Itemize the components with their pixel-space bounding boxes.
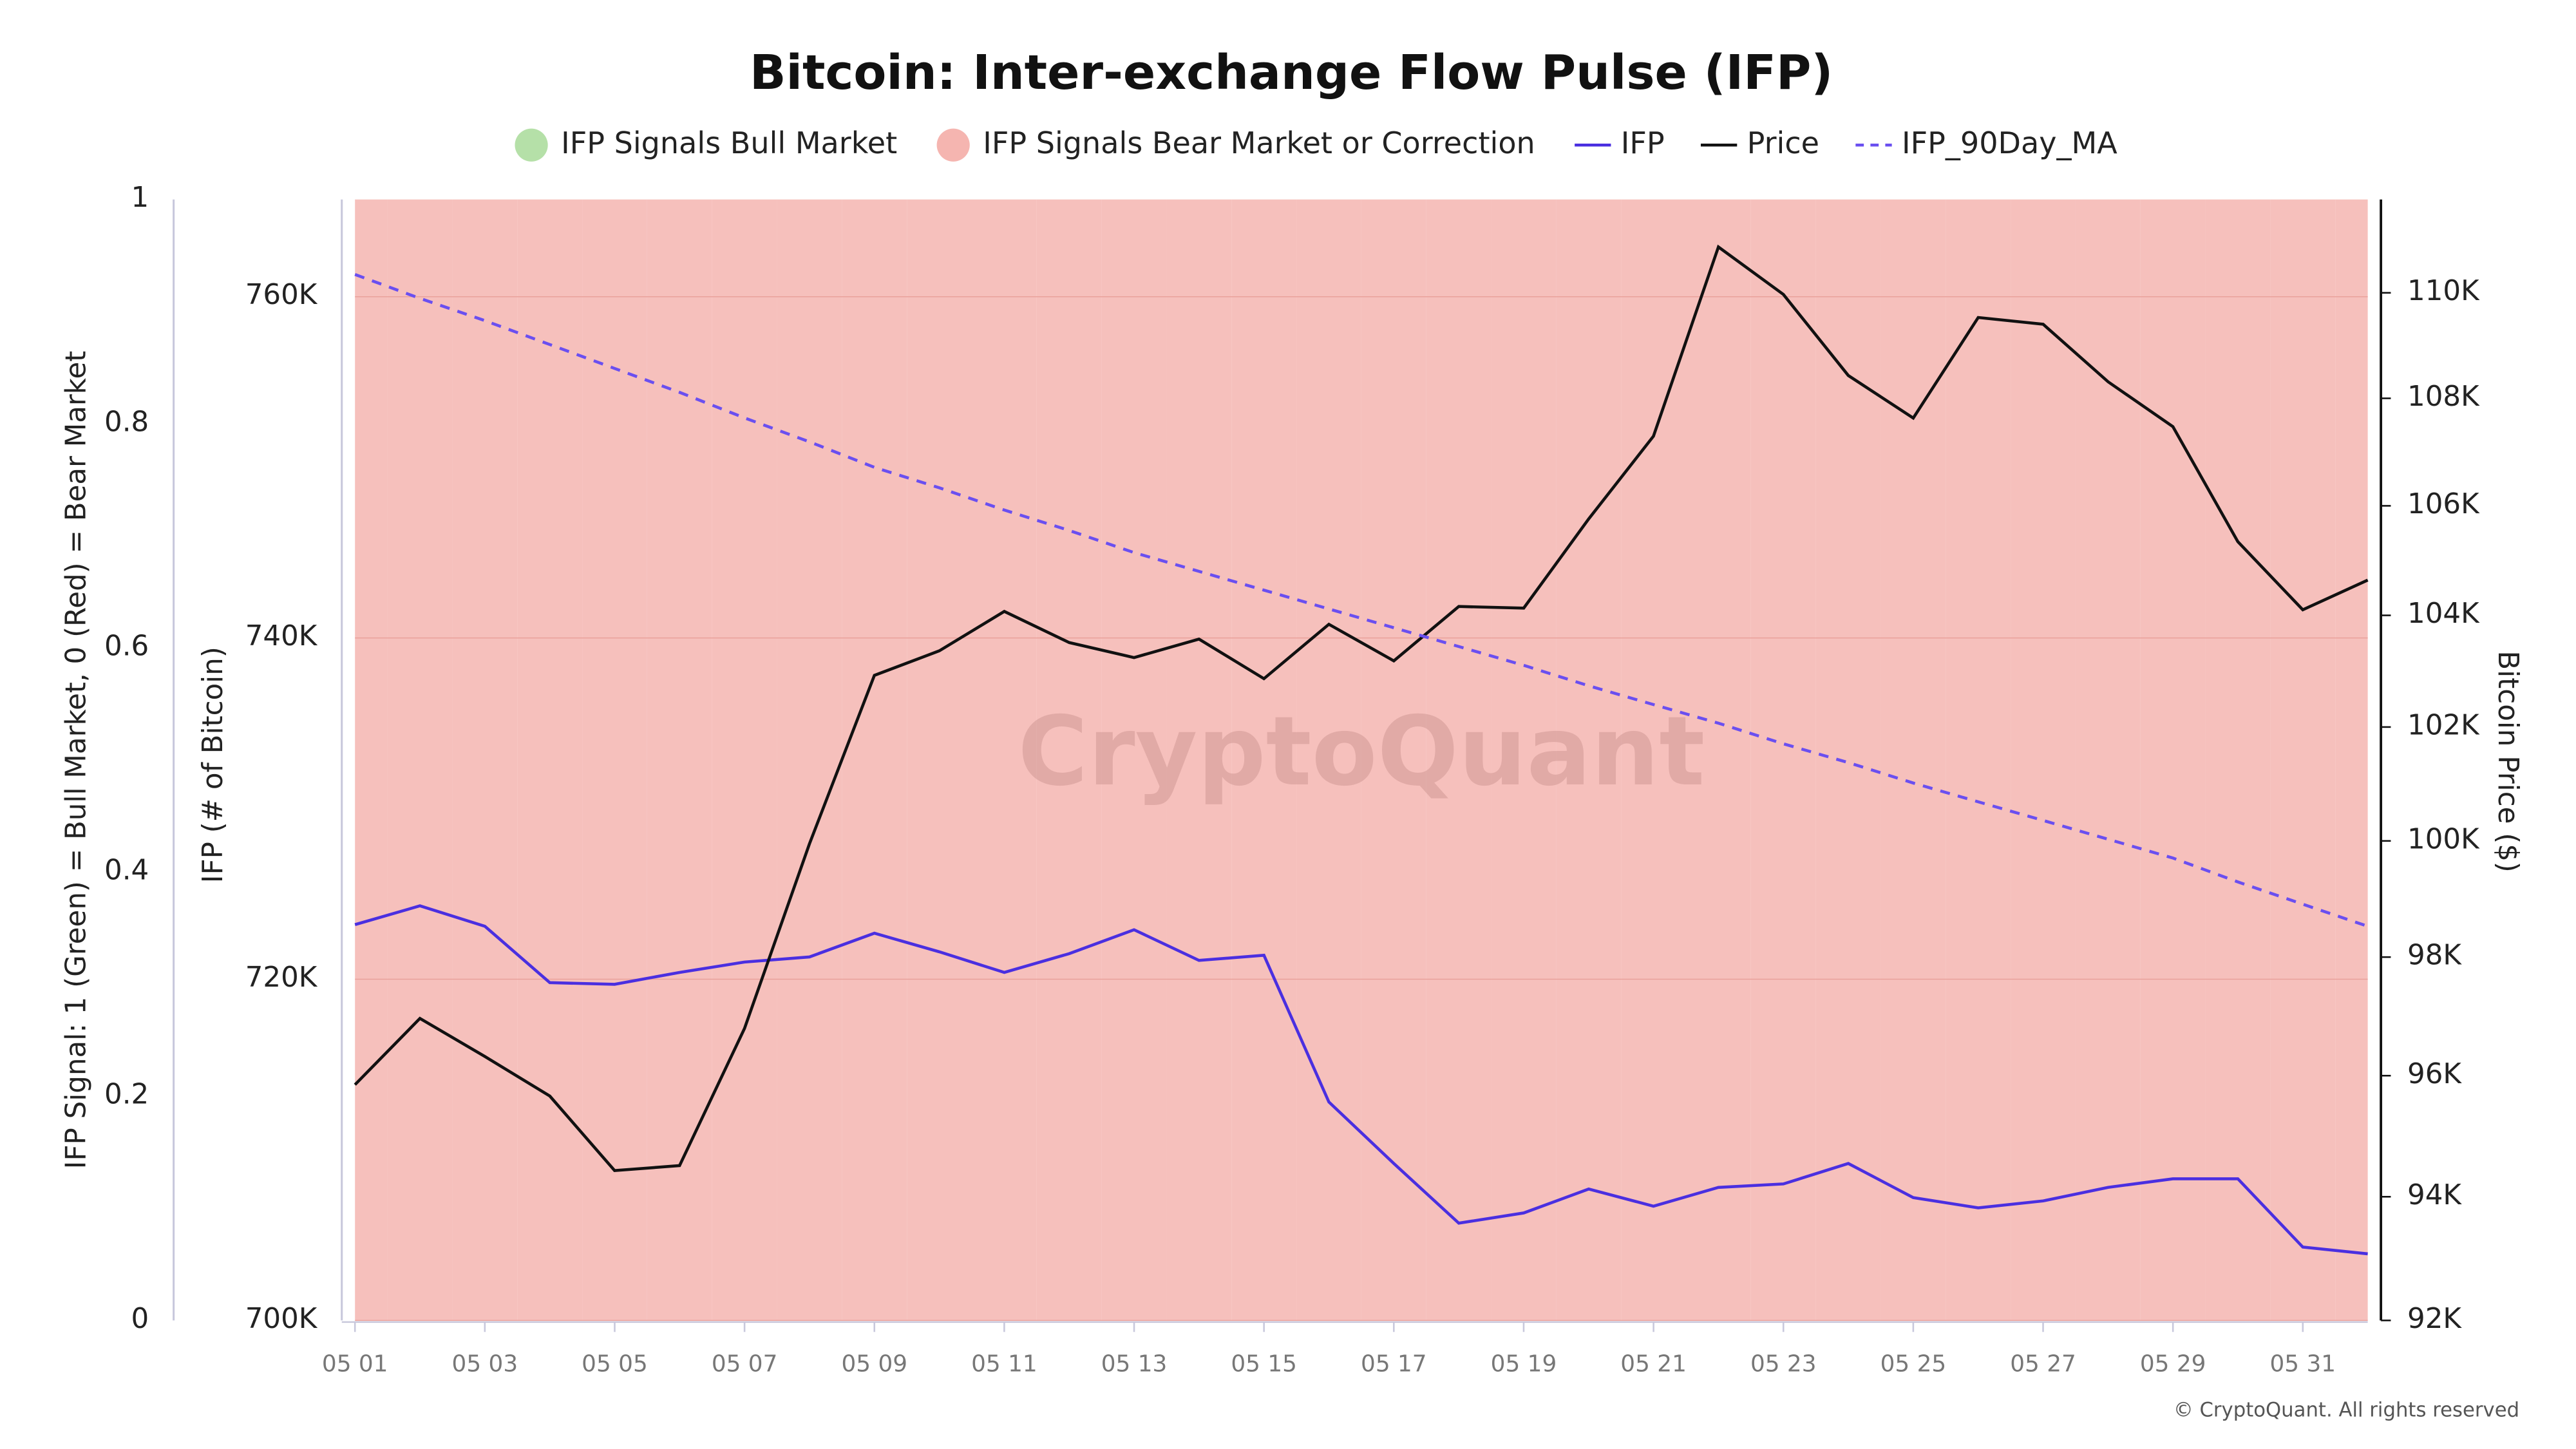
signal-tick-label: 0.4 — [104, 855, 149, 887]
x-tick-label: 05 05 — [582, 1350, 648, 1377]
signal-band — [355, 199, 388, 1321]
x-tick-label: 05 17 — [1361, 1350, 1427, 1377]
signal-band — [1361, 199, 1426, 1321]
signal-band — [582, 199, 647, 1321]
legend-label: Price — [1747, 126, 1819, 160]
signal-band — [1750, 199, 1816, 1321]
signal-band — [2335, 199, 2368, 1321]
series-line — [354, 904, 2368, 1256]
x-tick-label: 05 23 — [1750, 1350, 1817, 1377]
x-tick-label: 05 19 — [1491, 1350, 1557, 1377]
signal-band — [2270, 199, 2336, 1321]
y2-tick-label: 98K — [2407, 940, 2462, 972]
x-tick-label: 05 11 — [971, 1350, 1037, 1377]
signal-band — [2140, 199, 2206, 1321]
y2-tick-label: 106K — [2407, 488, 2480, 520]
y-tick-label: 740K — [245, 620, 318, 652]
x-tick-label: 05 15 — [1231, 1350, 1297, 1377]
legend-label: IFP Signals Bear Market or Correction — [983, 126, 1535, 160]
signal-band — [712, 199, 777, 1321]
signal-band — [971, 199, 1037, 1321]
signal-band — [452, 199, 518, 1321]
y2-tick-label: 96K — [2407, 1058, 2462, 1090]
legend-label: IFP — [1621, 126, 1665, 160]
signal-band — [2011, 199, 2076, 1321]
y2-axis-label: Bitcoin Price ($) — [2492, 650, 2524, 873]
signal-band — [1815, 199, 1881, 1321]
signal-tick-label: 0 — [131, 1303, 149, 1335]
legend-marker — [936, 128, 970, 162]
x-tick-label: 05 09 — [841, 1350, 907, 1377]
signal-band — [1101, 199, 1167, 1321]
signal-band — [517, 199, 583, 1321]
x-tick-label: 05 01 — [322, 1350, 388, 1377]
x-tick-label: 05 21 — [1620, 1350, 1687, 1377]
y2-tick-label: 102K — [2407, 709, 2480, 741]
x-tick-label: 05 13 — [1101, 1350, 1168, 1377]
y2-tick-label: 92K — [2407, 1303, 2462, 1335]
signal-band — [777, 199, 842, 1321]
y-axis-label: IFP (# of Bitcoin) — [197, 647, 229, 883]
legend-label: IFP_90Day_MA — [1902, 126, 2117, 160]
signal-tick-label: 0.6 — [104, 630, 149, 662]
x-tick-label: 05 03 — [452, 1350, 518, 1377]
signal-band — [907, 199, 972, 1321]
signal-band — [1491, 199, 1557, 1321]
watermark: CryptoQuant — [1018, 696, 1705, 808]
signal-band — [1036, 199, 1102, 1321]
credit: © CryptoQuant. All rights reserved — [2174, 1399, 2519, 1422]
signal-band — [2205, 199, 2271, 1321]
legend-marker — [515, 128, 548, 162]
signal-band — [1296, 199, 1361, 1321]
signal-band — [2075, 199, 2141, 1321]
signal-band — [1556, 199, 1622, 1321]
y-tick-label: 700K — [245, 1303, 318, 1335]
legend-label: IFP Signals Bull Market — [561, 126, 897, 160]
y2-tick-label: 100K — [2407, 823, 2480, 855]
signal-band — [1426, 199, 1492, 1321]
y2-tick-label: 104K — [2407, 598, 2480, 630]
y2-tick-label: 108K — [2407, 381, 2480, 413]
signal-band — [387, 199, 453, 1321]
chart-title: Bitcoin: Inter-exchange Flow Pulse (IFP) — [750, 44, 1833, 100]
signal-band — [1880, 199, 1946, 1321]
signal-tick-label: 0.2 — [104, 1079, 149, 1111]
x-tick-label: 05 25 — [1880, 1350, 1947, 1377]
signal-band — [647, 199, 712, 1321]
signal-band — [1686, 199, 1751, 1321]
x-tick-label: 05 07 — [712, 1350, 778, 1377]
signal-band — [1231, 199, 1297, 1321]
y2-tick-label: 110K — [2407, 275, 2480, 307]
signal-tick-label: 1 — [131, 182, 149, 214]
series-line — [354, 273, 2369, 928]
y-tick-label: 760K — [245, 279, 318, 311]
signal-band — [1621, 199, 1687, 1321]
signal-band — [1946, 199, 2011, 1321]
signal-band — [842, 199, 907, 1321]
x-tick-label: 05 31 — [2270, 1350, 2336, 1377]
series-line — [354, 244, 2369, 1173]
signal-axis-label: IFP Signal: 1 (Green) = Bull Market, 0 (… — [61, 351, 93, 1170]
x-tick-label: 05 27 — [2010, 1350, 2076, 1377]
signal-band — [1166, 199, 1232, 1321]
y-tick-label: 720K — [245, 961, 318, 994]
y2-tick-label: 94K — [2407, 1179, 2462, 1211]
signal-tick-label: 0.8 — [104, 406, 149, 438]
x-tick-label: 05 29 — [2140, 1350, 2206, 1377]
